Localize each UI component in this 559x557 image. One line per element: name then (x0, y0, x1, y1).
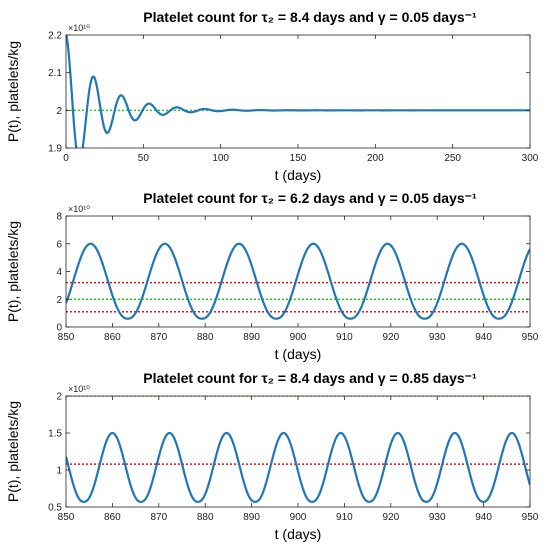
x-tick-label: 870 (150, 332, 167, 343)
x-tick-label: 880 (197, 512, 214, 523)
x-axis-label: t (days) (275, 167, 322, 183)
y-exponent-label: ×10¹⁰ (68, 23, 90, 33)
y-axis-label: P(t), platelets/kg (5, 41, 21, 142)
chart-title: Platelet count for τ₂ = 8.4 days and γ =… (143, 9, 477, 25)
chart-panel-3: 850 860 870 880 890 900 910 920 930 940 950 0.5 1 1.5… (5, 370, 539, 542)
y-tick-label: 0 (56, 323, 62, 334)
x-tick-label: 850 (58, 512, 75, 523)
x-tick-label: 890 (243, 332, 260, 343)
x-axis-label: t (days) (275, 526, 322, 542)
x-tick-label: 250 (444, 153, 461, 164)
x-tick-label: 940 (475, 332, 492, 343)
y-tick-label: 2 (56, 392, 62, 403)
x-tick-label: 900 (290, 332, 307, 343)
x-tick-label: 900 (290, 512, 307, 523)
y-tick-label: 1.5 (48, 429, 62, 440)
plot-area (66, 35, 530, 148)
x-tick-label: 920 (382, 512, 399, 523)
y-tick-label: 2 (56, 106, 62, 117)
series-line (66, 431, 530, 503)
x-tick-label: 850 (58, 332, 75, 343)
x-tick-label: 880 (197, 332, 214, 343)
y-exponent-label: ×10¹⁰ (68, 204, 90, 214)
x-tick-label: 300 (522, 153, 539, 164)
x-tick-label: 910 (336, 512, 353, 523)
y-tick-label: 0.5 (48, 503, 62, 514)
y-tick-label: 2.1 (48, 68, 62, 79)
chart-title: Platelet count for τ₂ = 8.4 days and γ =… (143, 370, 477, 386)
series-line (66, 35, 530, 148)
x-tick-label: 0 (63, 153, 69, 164)
y-tick-label: 1.9 (48, 144, 62, 155)
chart-panel-1: 0 50 100 150 200 250 300 1.9 2 2.1 2.2 ×10¹⁰ Platele… (5, 9, 539, 183)
x-tick-label: 200 (367, 153, 384, 164)
x-tick-label: 890 (243, 512, 260, 523)
chart-title: Platelet count for τ₂ = 6.2 days and γ =… (143, 190, 477, 206)
x-tick-label: 860 (104, 332, 121, 343)
x-tick-label: 930 (429, 512, 446, 523)
x-tick-label: 950 (522, 332, 539, 343)
y-tick-label: 8 (56, 212, 62, 223)
x-tick-label: 100 (212, 153, 229, 164)
y-tick-label: 2.2 (48, 31, 62, 42)
x-tick-label: 930 (429, 332, 446, 343)
x-tick-label: 950 (522, 512, 539, 523)
x-tick-label: 860 (104, 512, 121, 523)
y-axis-label: P(t), platelets/kg (5, 221, 21, 322)
y-axis-label: P(t), platelets/kg (5, 401, 21, 502)
y-tick-label: 1 (56, 466, 62, 477)
x-tick-label: 920 (382, 332, 399, 343)
x-tick-label: 910 (336, 332, 353, 343)
plot-area (66, 396, 530, 507)
y-exponent-label: ×10¹⁰ (68, 384, 90, 394)
chart-panel-2: 850 860 870 880 890 900 910 920 930 940 950 0 2 4 6 8 ×1… (5, 190, 539, 362)
x-tick-label: 50 (138, 153, 150, 164)
series-line (66, 242, 530, 320)
y-tick-label: 4 (56, 267, 62, 278)
x-tick-label: 940 (475, 512, 492, 523)
y-tick-label: 2 (56, 295, 62, 306)
x-axis-label: t (days) (275, 346, 322, 362)
x-tick-label: 150 (290, 153, 307, 164)
y-tick-label: 6 (56, 239, 62, 250)
x-tick-label: 870 (150, 512, 167, 523)
